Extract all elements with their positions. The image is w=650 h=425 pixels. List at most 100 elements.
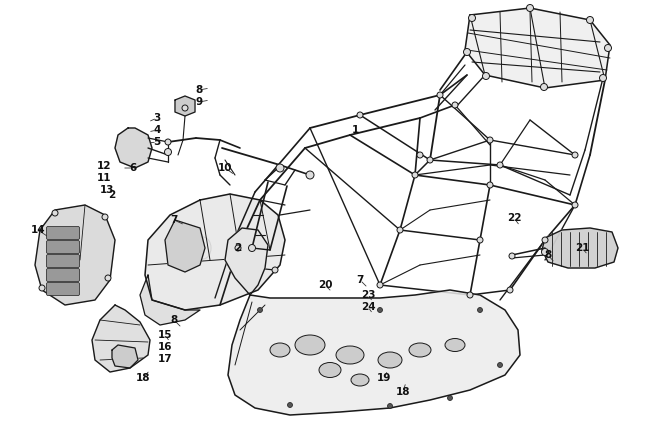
Text: 22: 22	[507, 213, 521, 223]
Ellipse shape	[295, 335, 325, 355]
Ellipse shape	[124, 137, 142, 159]
Polygon shape	[35, 205, 115, 305]
Circle shape	[604, 45, 612, 51]
Circle shape	[427, 157, 433, 163]
Circle shape	[417, 152, 423, 158]
Circle shape	[235, 245, 241, 251]
Text: 24: 24	[361, 302, 375, 312]
Circle shape	[182, 105, 188, 111]
Circle shape	[586, 17, 593, 23]
Circle shape	[487, 137, 493, 143]
Text: 5: 5	[153, 137, 161, 147]
Ellipse shape	[378, 352, 402, 368]
Text: 6: 6	[129, 163, 136, 173]
FancyBboxPatch shape	[47, 241, 79, 253]
Circle shape	[469, 14, 476, 22]
Circle shape	[497, 162, 503, 168]
Text: 4: 4	[153, 125, 161, 135]
Text: 11: 11	[97, 173, 111, 183]
Text: 13: 13	[99, 185, 114, 195]
Circle shape	[509, 253, 515, 259]
Polygon shape	[228, 290, 520, 415]
Circle shape	[447, 396, 452, 400]
Polygon shape	[92, 305, 150, 372]
Polygon shape	[225, 228, 268, 295]
Text: 8: 8	[545, 250, 552, 260]
Circle shape	[412, 172, 418, 178]
Circle shape	[287, 402, 292, 408]
Circle shape	[378, 308, 382, 312]
Text: 20: 20	[318, 280, 332, 290]
Text: 15: 15	[158, 330, 172, 340]
Text: 8: 8	[196, 85, 203, 95]
Circle shape	[272, 267, 278, 273]
Text: 18: 18	[136, 373, 150, 383]
Circle shape	[541, 249, 549, 255]
Circle shape	[478, 308, 482, 312]
FancyBboxPatch shape	[47, 283, 79, 295]
Ellipse shape	[319, 363, 341, 377]
Text: 12: 12	[97, 161, 111, 171]
Circle shape	[541, 83, 547, 91]
Polygon shape	[115, 128, 152, 168]
Text: 1: 1	[352, 125, 359, 135]
Text: 21: 21	[575, 243, 590, 253]
Text: 8: 8	[170, 315, 177, 325]
Circle shape	[248, 244, 255, 252]
Circle shape	[497, 363, 502, 368]
Text: 16: 16	[158, 342, 172, 352]
FancyBboxPatch shape	[47, 255, 79, 267]
Circle shape	[39, 285, 45, 291]
Circle shape	[526, 5, 534, 11]
Circle shape	[257, 308, 263, 312]
Text: 17: 17	[158, 354, 172, 364]
Text: 19: 19	[377, 373, 391, 383]
Circle shape	[306, 171, 314, 179]
Circle shape	[572, 202, 578, 208]
Circle shape	[397, 227, 403, 233]
Text: 18: 18	[396, 387, 410, 397]
Circle shape	[377, 282, 383, 288]
Circle shape	[467, 292, 473, 298]
Ellipse shape	[409, 343, 431, 357]
Circle shape	[437, 92, 443, 98]
Text: 2: 2	[235, 243, 242, 253]
Ellipse shape	[445, 338, 465, 351]
Polygon shape	[542, 228, 618, 268]
Text: 10: 10	[218, 163, 232, 173]
Polygon shape	[165, 220, 205, 272]
Ellipse shape	[336, 346, 364, 364]
Ellipse shape	[351, 374, 369, 386]
Circle shape	[572, 152, 578, 158]
Polygon shape	[140, 275, 200, 325]
Circle shape	[105, 275, 111, 281]
FancyBboxPatch shape	[47, 227, 79, 240]
Circle shape	[452, 102, 458, 108]
FancyBboxPatch shape	[47, 269, 79, 281]
Circle shape	[102, 214, 108, 220]
Text: 23: 23	[361, 290, 375, 300]
Ellipse shape	[270, 343, 290, 357]
Polygon shape	[175, 96, 195, 116]
Text: 14: 14	[31, 225, 46, 235]
Circle shape	[52, 210, 58, 216]
Circle shape	[487, 182, 493, 188]
Circle shape	[542, 237, 548, 243]
Polygon shape	[465, 8, 610, 88]
Circle shape	[165, 139, 171, 145]
Circle shape	[507, 287, 513, 293]
Circle shape	[599, 74, 606, 82]
Circle shape	[357, 112, 363, 118]
Text: 7: 7	[356, 275, 364, 285]
Polygon shape	[112, 345, 138, 368]
Circle shape	[276, 164, 284, 172]
Circle shape	[387, 403, 393, 408]
Circle shape	[482, 73, 489, 79]
Text: 9: 9	[196, 97, 203, 107]
Circle shape	[463, 48, 471, 56]
Text: 3: 3	[153, 113, 161, 123]
Polygon shape	[145, 194, 285, 310]
Circle shape	[477, 237, 483, 243]
Text: 7: 7	[170, 215, 177, 225]
Circle shape	[164, 148, 172, 156]
